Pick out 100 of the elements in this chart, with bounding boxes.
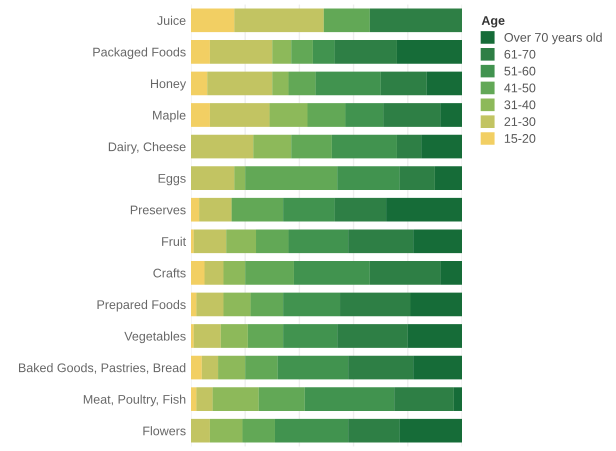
y-tick-label: Vegetables (124, 331, 186, 344)
y-tick-label: Dairy, Cheese (108, 142, 186, 154)
bar (256, 229, 289, 254)
bar (394, 387, 454, 411)
bar (226, 229, 256, 254)
bar (294, 261, 370, 285)
bar (258, 387, 305, 411)
bar (288, 72, 316, 96)
bar (190, 292, 196, 316)
bar (454, 387, 462, 411)
bar (202, 356, 218, 380)
bar (272, 72, 289, 96)
y-tick-label: Fruit (162, 236, 186, 246)
bar (370, 8, 462, 32)
bar (278, 356, 348, 380)
bar (245, 261, 294, 285)
bar (283, 292, 340, 316)
bar (348, 229, 414, 254)
y-tick-label: Maple (153, 110, 186, 122)
y-tick-label: Meat, Poultry, Fish (84, 394, 186, 406)
legend-label: 31-40 (504, 100, 536, 110)
bar (334, 198, 386, 222)
bar (334, 40, 397, 64)
bar (234, 8, 324, 32)
bar (190, 134, 254, 158)
bar (291, 40, 313, 64)
bar (190, 103, 210, 127)
bar (396, 134, 422, 158)
bar (190, 229, 194, 254)
bar (421, 134, 462, 158)
bar (308, 103, 346, 127)
legend-title: Age (482, 16, 505, 28)
bar (190, 166, 234, 190)
bar (196, 292, 224, 316)
bar (245, 356, 278, 380)
bar (440, 261, 462, 285)
bar (345, 103, 384, 127)
bar (396, 40, 462, 64)
y-tick-label: Prepared Foods (97, 300, 186, 312)
bar (204, 261, 224, 285)
y-tick-label: Packaged Foods (93, 47, 186, 59)
bar (210, 103, 270, 127)
bar (304, 387, 394, 411)
bar (190, 418, 210, 443)
bar (199, 198, 232, 222)
bar (434, 166, 462, 190)
bar (190, 356, 202, 380)
bar (380, 72, 427, 96)
bar (370, 261, 440, 285)
y-tick-label: Flowers (143, 426, 186, 436)
legend-label: 51-60 (504, 66, 536, 76)
bar (340, 292, 410, 316)
bar (190, 198, 200, 222)
bar (232, 198, 284, 222)
y-tick-label: Preserves (130, 206, 186, 214)
bar (324, 8, 370, 32)
bar (242, 418, 275, 443)
bar (220, 324, 248, 348)
bar (288, 229, 348, 254)
bar (190, 8, 234, 32)
bar (245, 166, 338, 190)
bar (337, 324, 408, 348)
bar (400, 418, 462, 443)
bar (190, 387, 196, 411)
bar (272, 40, 292, 64)
bar (383, 103, 440, 127)
bar (312, 40, 335, 64)
bar (283, 324, 338, 348)
bar (190, 324, 194, 348)
bar (210, 40, 272, 64)
legend-label: 21-30 (504, 117, 536, 126)
bar (348, 418, 400, 443)
legend-label: 15-20 (504, 134, 536, 143)
legend-label: Over 70 years old (504, 32, 602, 44)
bar (194, 324, 221, 348)
y-tick-label: Juice (157, 16, 186, 25)
bar (400, 166, 435, 190)
legend-label: 41-50 (504, 84, 536, 92)
bar (248, 324, 284, 348)
bar (270, 103, 308, 127)
bar (348, 356, 414, 380)
bar (274, 418, 348, 443)
bar (212, 387, 259, 411)
bar (291, 134, 332, 158)
bar (413, 356, 462, 380)
bar (190, 261, 205, 285)
bar (426, 72, 462, 96)
bar (234, 166, 246, 190)
bar (207, 72, 272, 96)
bar (386, 198, 462, 222)
bar (194, 229, 226, 254)
y-tick-label: Honey (150, 79, 186, 91)
y-tick-label: Eggs (158, 174, 186, 186)
bar (250, 292, 284, 316)
bar (223, 292, 251, 316)
bar (190, 72, 208, 96)
bar (190, 40, 210, 64)
bar (218, 356, 246, 380)
bar (253, 134, 292, 158)
bar (283, 198, 335, 222)
